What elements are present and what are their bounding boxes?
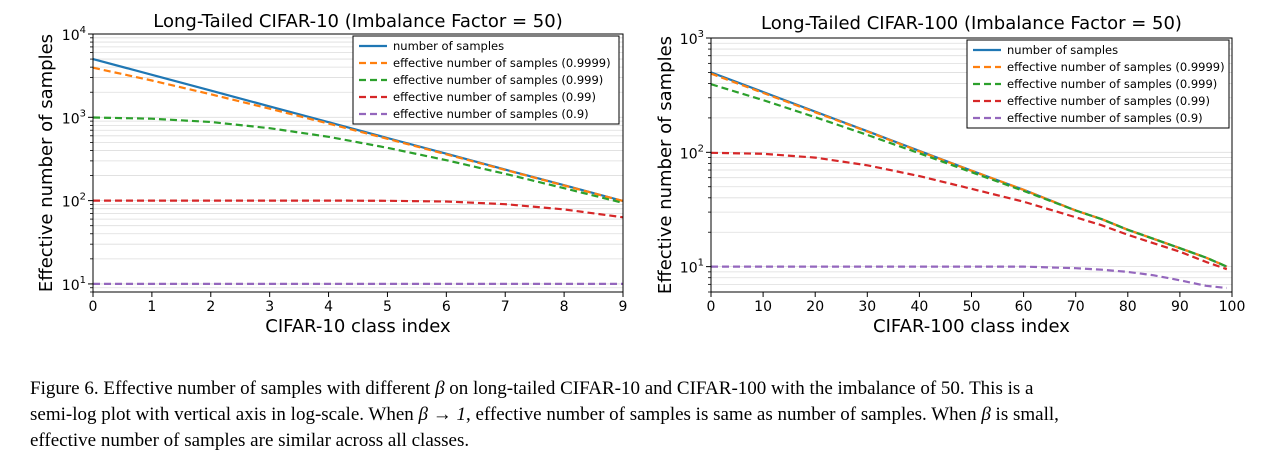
legend-label: effective number of samples (0.9) xyxy=(393,107,589,121)
caption-text: is small, xyxy=(990,404,1059,425)
x-tick-label: 2 xyxy=(206,299,215,315)
x-tick-label: 60 xyxy=(1015,299,1033,315)
x-axis-label: CIFAR-100 class index xyxy=(873,316,1070,337)
caption-line-3: effective number of samples are similar … xyxy=(30,428,1270,454)
y-tick-exponent: 3 xyxy=(80,108,86,119)
plot-frame xyxy=(92,33,624,293)
legend-label: effective number of samples (0.9) xyxy=(1007,111,1203,125)
y-tick-label: 101 xyxy=(680,258,704,277)
x-tick-label: 30 xyxy=(858,299,876,315)
x-axis-ticks: 0 10 20 30 40 50 60 70 80 90 100 xyxy=(707,292,1246,315)
y-tick-exponent: 1 xyxy=(698,258,704,269)
y-tick-base: 10 xyxy=(62,278,80,294)
series-line-effective-number-of-samples-0-999 xyxy=(92,116,624,204)
legend: number of samples effective number of sam… xyxy=(966,39,1230,129)
y-tick-exponent: 3 xyxy=(698,29,704,40)
legend-label: number of samples xyxy=(393,39,504,53)
series-group xyxy=(92,58,624,285)
x-tick-label: 9 xyxy=(619,299,628,315)
y-tick-base: 10 xyxy=(62,28,80,44)
x-tick-label: 6 xyxy=(442,299,451,315)
y-tick-base: 10 xyxy=(680,146,698,162)
chart-title: Long-Tailed CIFAR-10 (Imbalance Factor =… xyxy=(153,11,562,32)
x-tick-label: 40 xyxy=(910,299,928,315)
x-tick-label: 7 xyxy=(501,299,510,315)
series-line-effective-number-of-samples-0-9999 xyxy=(92,66,624,203)
legend: number of samples effective number of sam… xyxy=(352,35,620,125)
caption-text: , effective number of samples is same as… xyxy=(466,404,982,425)
y-tick-label: 103 xyxy=(680,29,704,48)
legend-label: effective number of samples (0.999) xyxy=(393,73,603,87)
caption-beta-symbol: β xyxy=(981,404,991,425)
series-group xyxy=(710,71,1228,290)
y-tick-label: 102 xyxy=(62,192,86,211)
x-tick-label: 70 xyxy=(1067,299,1085,315)
caption-beta-limit: β → 1 xyxy=(418,404,466,425)
legend-label: effective number of samples (0.99) xyxy=(1007,94,1210,108)
y-tick-exponent: 2 xyxy=(80,192,86,203)
y-tick-base: 10 xyxy=(680,32,698,48)
y-axis-label: Effective number of samples xyxy=(655,36,676,294)
y-tick-label: 104 xyxy=(62,25,86,44)
legend-label: effective number of samples (0.9999) xyxy=(393,56,611,70)
series-line-effective-number-of-samples-0-99 xyxy=(93,199,624,219)
series-line-effective-number-of-samples-0-999 xyxy=(710,83,1228,268)
chart-cifar100: 0 10 20 30 40 50 60 70 80 90 100101102103Long-Tail… xyxy=(655,13,1246,337)
y-tick-label: 102 xyxy=(680,143,704,162)
x-axis-label: CIFAR-10 class index xyxy=(265,316,451,337)
caption-text: semi-log plot with vertical axis in log-… xyxy=(30,404,419,425)
y-tick-base: 10 xyxy=(62,111,80,127)
caption-line-1: Figure 6. Effective number of samples wi… xyxy=(30,376,1270,402)
caption-text: Figure 6. Effective number of samples wi… xyxy=(30,378,436,399)
y-tick-exponent: 2 xyxy=(698,143,704,154)
x-axis-ticks: 0 1 2 3 4 5 6 7 8 9 xyxy=(89,292,628,315)
figure-caption: Figure 6. Effective number of samples wi… xyxy=(30,376,1270,454)
x-tick-label: 50 xyxy=(963,299,981,315)
y-tick-label: 101 xyxy=(62,275,86,294)
legend-label: effective number of samples (0.9999) xyxy=(1007,60,1225,74)
caption-line-2: semi-log plot with vertical axis in log-… xyxy=(30,402,1270,428)
x-tick-label: 8 xyxy=(560,299,569,315)
x-tick-label: 20 xyxy=(806,299,824,315)
x-tick-label: 4 xyxy=(324,299,333,315)
x-tick-label: 100 xyxy=(1219,299,1246,315)
x-tick-label: 3 xyxy=(265,299,274,315)
y-tick-base: 10 xyxy=(62,195,80,211)
legend-box xyxy=(966,39,1230,129)
y-axis-label: Effective number of samples xyxy=(36,34,57,292)
legend-label: effective number of samples (0.999) xyxy=(1007,77,1217,91)
series-line-effective-number-of-samples-0-9999 xyxy=(710,72,1228,268)
x-tick-label: 5 xyxy=(383,299,392,315)
x-tick-label: 90 xyxy=(1171,299,1189,315)
x-tick-label: 0 xyxy=(89,299,98,315)
chart-title: Long-Tailed CIFAR-100 (Imbalance Factor … xyxy=(761,13,1182,34)
y-tick-base: 10 xyxy=(680,261,698,277)
x-tick-label: 10 xyxy=(754,299,772,315)
caption-text: effective number of samples are similar … xyxy=(30,430,470,451)
x-tick-label: 0 xyxy=(707,299,716,315)
legend-label: effective number of samples (0.99) xyxy=(393,90,596,104)
legend-box xyxy=(352,35,620,125)
caption-text: on long-tailed CIFAR-10 and CIFAR-100 wi… xyxy=(444,378,1034,399)
y-tick-label: 103 xyxy=(62,108,86,127)
series-line-effective-number-of-samples-0-99 xyxy=(710,151,1228,271)
series-line-effective-number-of-samples-0-9 xyxy=(711,265,1227,290)
y-tick-exponent: 4 xyxy=(80,25,86,36)
legend-label: number of samples xyxy=(1007,43,1118,57)
x-tick-label: 1 xyxy=(147,299,156,315)
y-tick-exponent: 1 xyxy=(80,275,86,286)
x-tick-label: 80 xyxy=(1119,299,1137,315)
caption-beta-symbol: β xyxy=(435,378,445,399)
